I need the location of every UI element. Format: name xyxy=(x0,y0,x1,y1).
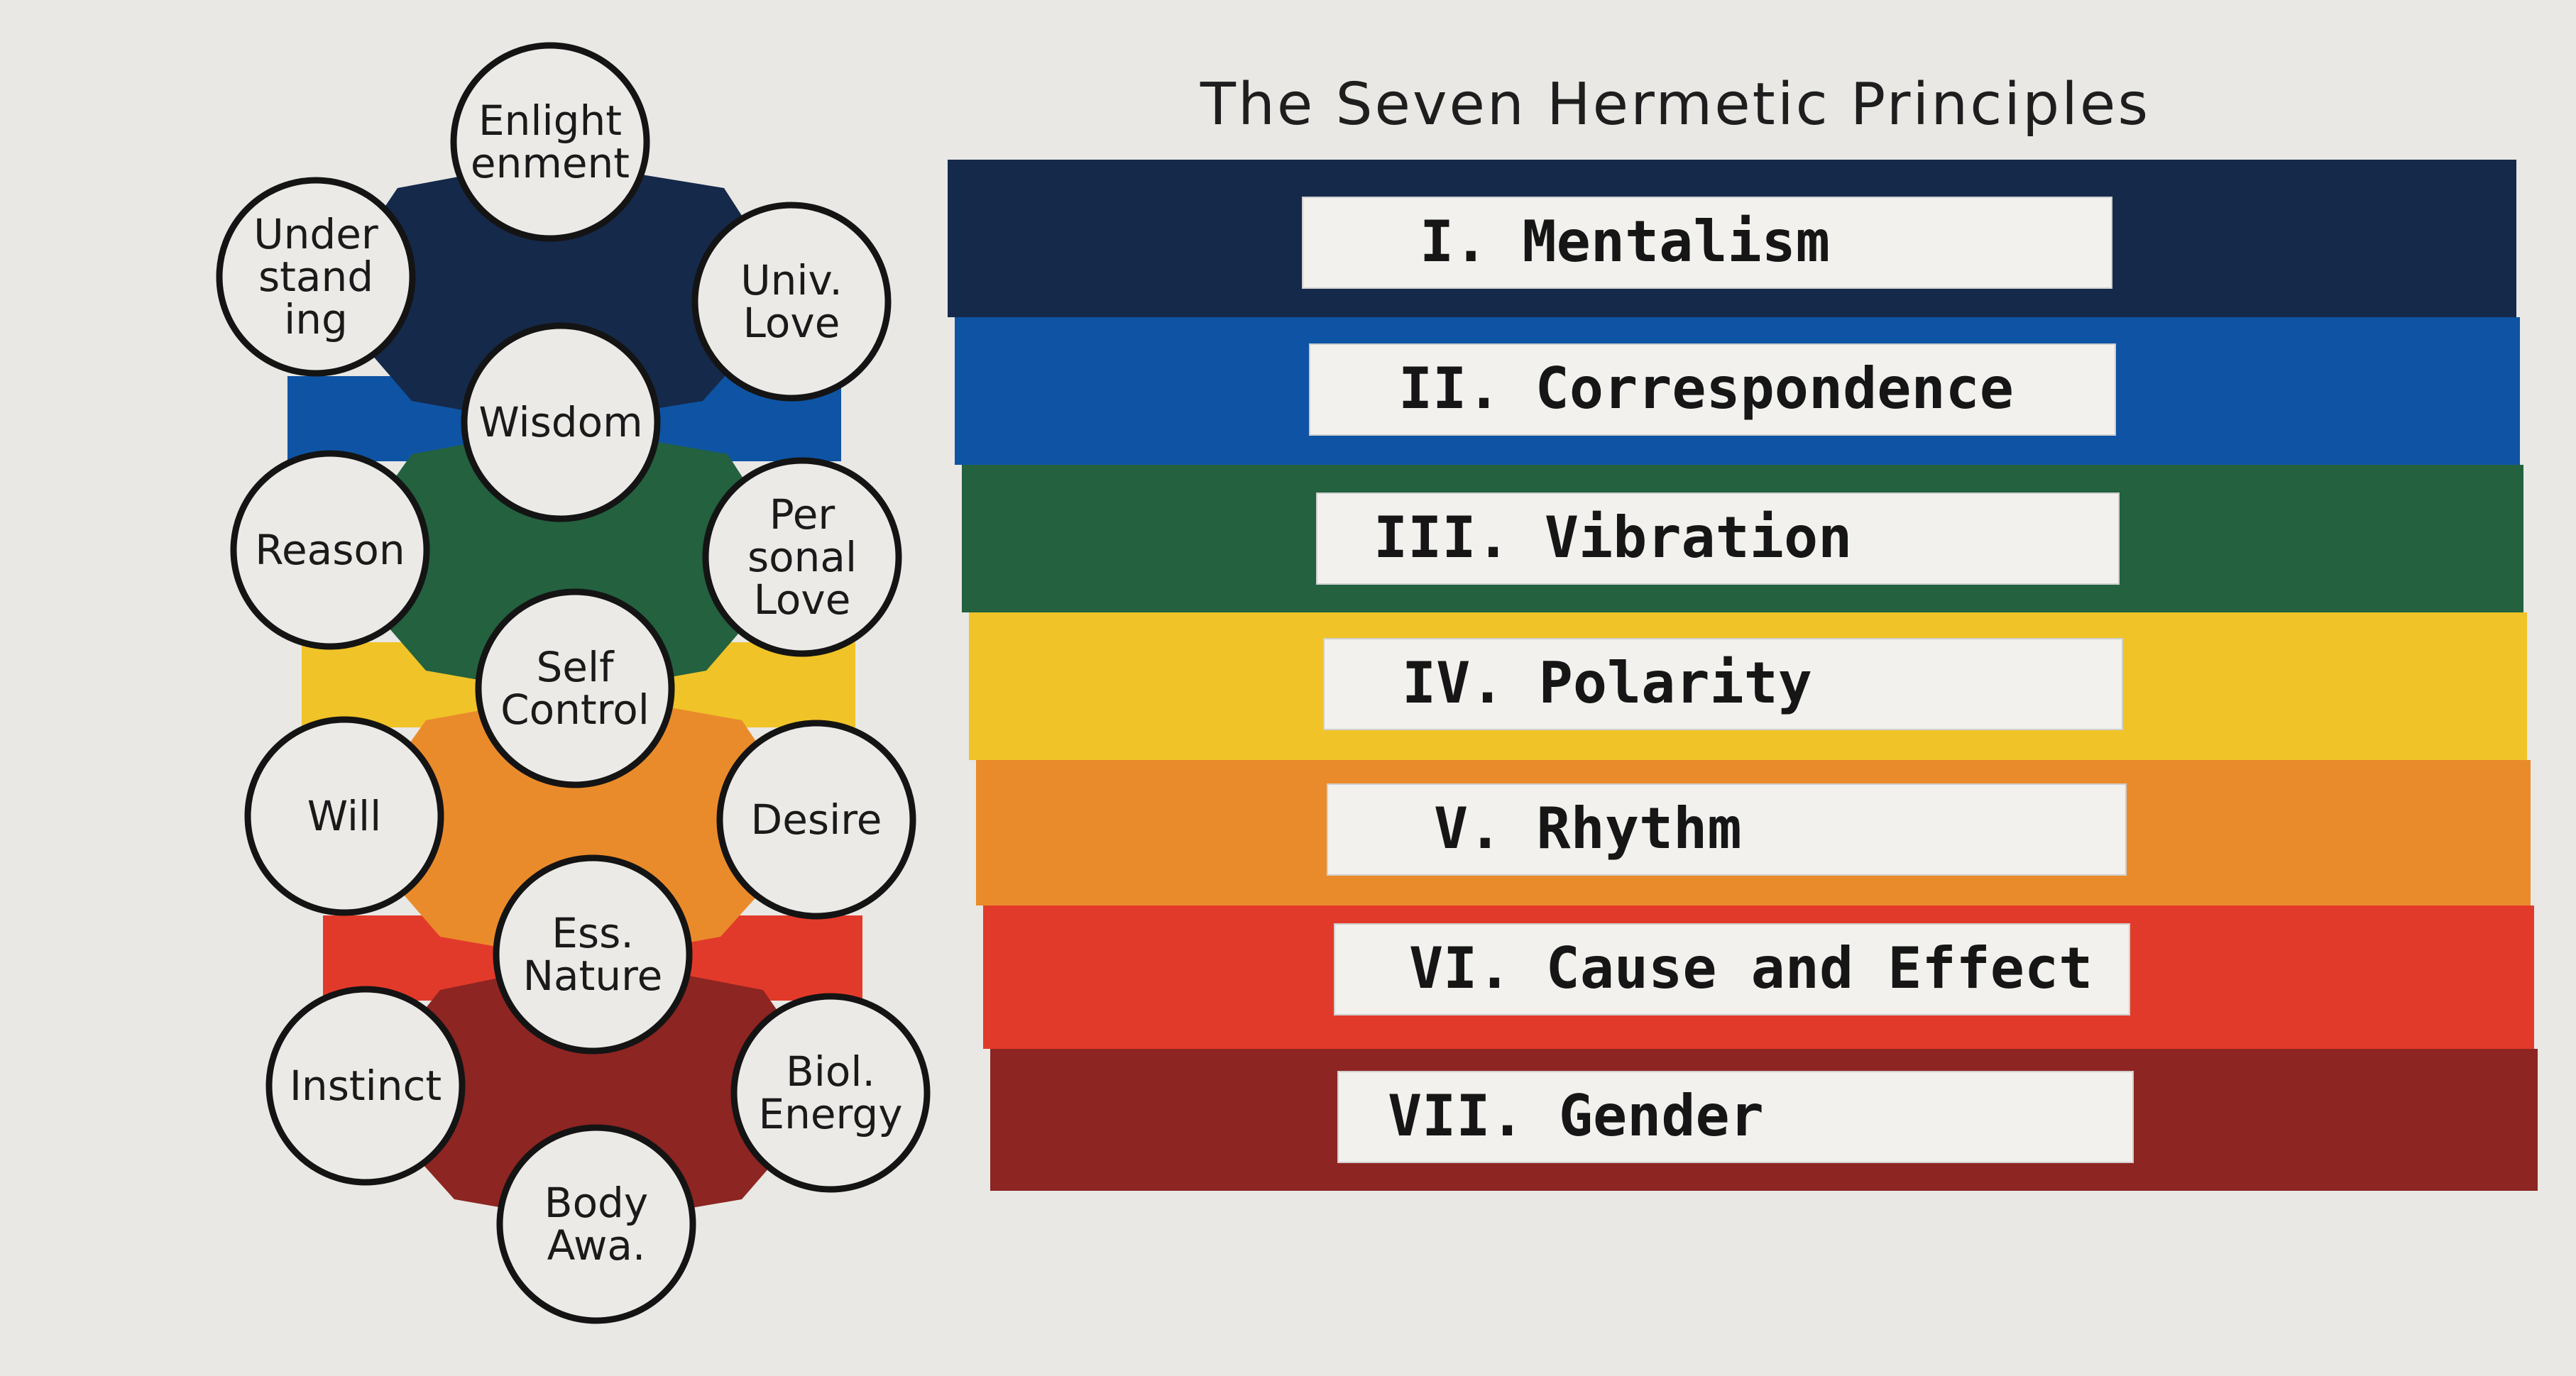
node-label-line: Love xyxy=(743,299,840,347)
principle-band-7[interactable]: VII. Gender xyxy=(990,1049,2538,1191)
hex-navy xyxy=(323,160,795,426)
principle-band-4-label: IV. Polarity xyxy=(1402,650,1812,716)
principle-band-1-label-box xyxy=(1302,197,2112,289)
node-label-line: Univ. xyxy=(740,256,843,304)
node-label-line: Body xyxy=(544,1179,648,1227)
principle-band-5[interactable]: V. Rhythm xyxy=(976,760,2531,906)
principle-band-6[interactable]: VI. Cause and Effect xyxy=(983,906,2534,1049)
node-universal-love-label: Univ. Love xyxy=(740,256,843,347)
node-biological-energy[interactable]: Biol. Energy xyxy=(730,993,931,1193)
node-wisdom[interactable]: Wisdom xyxy=(461,322,661,522)
principle-band-7-label: VII. Gender xyxy=(1388,1083,1764,1149)
chart-title: The Seven Hermetic Principles xyxy=(1200,71,2150,138)
node-label-line: Love xyxy=(754,576,851,624)
node-label-line: Per xyxy=(769,490,835,539)
node-label-line: Desire xyxy=(751,796,882,844)
node-reason-label: Reason xyxy=(255,526,405,574)
principle-band-6-label-box xyxy=(1334,923,2130,1016)
node-label-line: Under xyxy=(253,210,378,258)
node-label-line: enment xyxy=(471,139,630,187)
node-label-line: Instinct xyxy=(290,1062,442,1110)
node-essential-nature[interactable]: Ess. Nature xyxy=(493,854,693,1055)
node-self-control-label: Self Control xyxy=(500,643,650,734)
principle-band-4[interactable]: IV. Polarity xyxy=(969,612,2527,760)
principle-band-3-label-box xyxy=(1316,492,2120,585)
principle-band-3[interactable]: III. Vibration xyxy=(962,465,2523,612)
node-diagram: Enlight enment Under stand ing Univ. Love Wi… xyxy=(216,42,931,1324)
node-will-label: Will xyxy=(307,792,381,840)
node-reason[interactable]: Reason xyxy=(230,450,430,650)
principle-band-2-label-box xyxy=(1309,343,2116,436)
principle-band-2-label: II. Correspondence xyxy=(1398,356,2014,422)
hex-green xyxy=(334,426,799,695)
node-label-line: Reason xyxy=(255,526,405,574)
principle-band-7-label-box xyxy=(1337,1071,2134,1163)
principle-band-6-label: VI. Cause and Effect xyxy=(1409,935,2093,1001)
node-label-line: Control xyxy=(500,686,650,734)
node-label-line: Enlight xyxy=(478,97,622,145)
principle-band-4-label-box xyxy=(1323,638,2123,730)
hex-maroon xyxy=(358,958,834,1224)
node-personal-love-label: Per sonal Love xyxy=(747,490,857,624)
node-personal-love[interactable]: Per sonal Love xyxy=(702,457,902,657)
node-enlightenment-label: Enlight enment xyxy=(471,97,630,187)
node-wisdom-label: Wisdom xyxy=(478,398,642,446)
node-label-line: Will xyxy=(307,792,381,840)
node-self-control[interactable]: Self Control xyxy=(475,588,675,788)
node-label-line: Energy xyxy=(758,1090,902,1138)
principle-band-5-label-box xyxy=(1327,783,2127,876)
node-desire[interactable]: Desire xyxy=(716,720,916,920)
node-label-line: Self xyxy=(536,643,615,691)
node-label-line: Wisdom xyxy=(478,398,642,446)
node-label-line: Ess. xyxy=(552,909,634,957)
principle-band-3-label: III. Vibration xyxy=(1374,505,1852,571)
node-label-line: Biol. xyxy=(786,1047,875,1096)
node-essential-nature-label: Ess. Nature xyxy=(523,909,663,1000)
principle-bands: I. Mentalism II. Correspondence III. Vib… xyxy=(948,160,2538,1191)
principle-band-2[interactable]: II. Correspondence xyxy=(955,317,2520,465)
node-circles: Enlight enment Under stand ing Univ. Love Wi… xyxy=(216,42,931,1324)
node-biological-energy-label: Biol. Energy xyxy=(758,1047,902,1138)
node-instinct[interactable]: Instinct xyxy=(265,986,466,1186)
node-universal-love[interactable]: Univ. Love xyxy=(691,202,892,402)
principle-band-1[interactable]: I. Mentalism xyxy=(948,160,2516,317)
node-instinct-label: Instinct xyxy=(290,1062,442,1110)
principle-band-1-label: I. Mentalism xyxy=(1420,209,1830,275)
principle-band-5-label: V. Rhythm xyxy=(1434,796,1741,862)
node-body-awareness-label: Body Awa. xyxy=(544,1179,648,1270)
node-understanding[interactable]: Under stand ing xyxy=(216,177,416,377)
hex-orange xyxy=(348,692,816,962)
node-understanding-label: Under stand ing xyxy=(253,210,378,343)
node-label-line: ing xyxy=(284,295,348,343)
node-label-line: sonal xyxy=(747,533,857,581)
node-will[interactable]: Will xyxy=(244,716,444,916)
node-label-line: Awa. xyxy=(547,1221,646,1270)
node-desire-label: Desire xyxy=(751,796,882,844)
node-enlightenment[interactable]: Enlight enment xyxy=(450,42,650,242)
node-label-line: stand xyxy=(258,253,373,301)
node-body-awareness[interactable]: Body Awa. xyxy=(496,1124,696,1324)
node-label-line: Nature xyxy=(523,952,663,1000)
